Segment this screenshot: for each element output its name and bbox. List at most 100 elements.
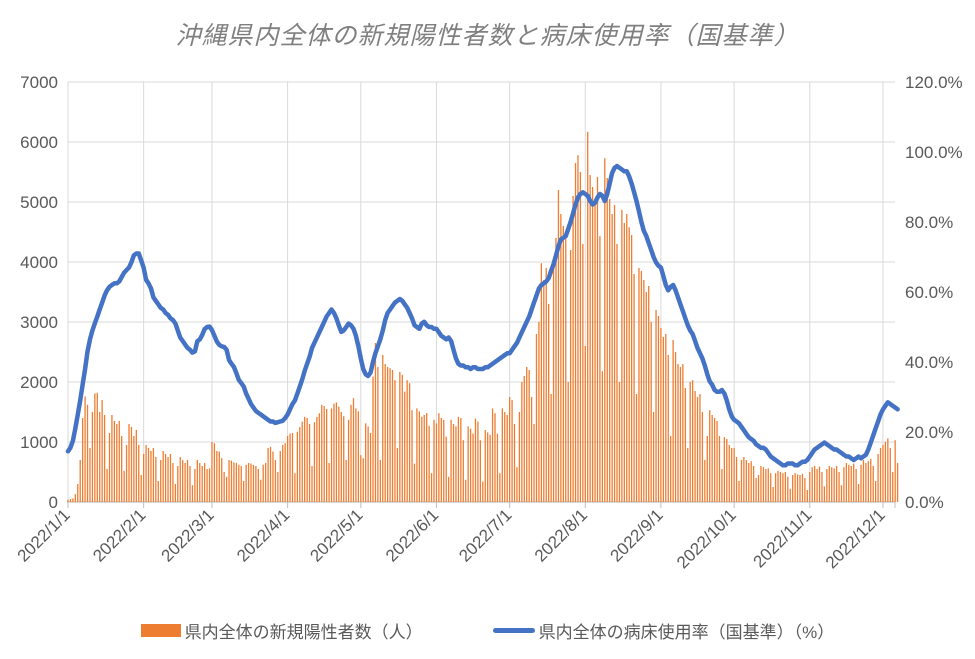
bar [530, 397, 533, 502]
bar [335, 402, 338, 502]
bar [543, 280, 545, 502]
bar [835, 466, 838, 502]
bar [379, 460, 381, 502]
bar [840, 485, 843, 502]
bar [752, 466, 755, 502]
bar [218, 451, 220, 502]
bar [372, 376, 374, 502]
bar [577, 155, 579, 502]
bar [455, 426, 457, 502]
bar [609, 199, 611, 502]
bar [279, 451, 281, 502]
bar [694, 391, 696, 502]
bar [757, 475, 760, 502]
bar [391, 370, 394, 502]
bar [779, 472, 782, 502]
bar [452, 424, 455, 502]
bar [496, 433, 499, 502]
bar [189, 466, 191, 502]
bar [833, 468, 835, 502]
bar [206, 469, 208, 502]
x-tick-label: 2022/7/1 [455, 505, 515, 565]
x-tick-label: 2022/3/1 [158, 505, 218, 565]
bar [121, 436, 123, 502]
bar [594, 202, 596, 502]
bar [89, 448, 91, 502]
bar [728, 445, 730, 502]
bar [652, 412, 655, 502]
bar [626, 214, 628, 502]
bar [855, 469, 857, 502]
bar [99, 412, 101, 502]
y-tick-label-right: 60.0% [905, 283, 953, 302]
bar [404, 391, 406, 502]
bar [84, 396, 86, 502]
bar [72, 498, 74, 502]
bar [174, 484, 177, 502]
bar [552, 262, 555, 502]
bar [172, 463, 174, 502]
bar-series-new-cases [67, 131, 899, 503]
bar [340, 412, 342, 502]
bar [635, 394, 638, 502]
bar [377, 367, 379, 502]
bar [160, 460, 162, 502]
bar [194, 469, 196, 502]
bar [91, 412, 94, 502]
bar [518, 412, 521, 502]
bar [838, 472, 840, 502]
bar [521, 382, 523, 502]
bar [116, 424, 118, 502]
bar [882, 445, 884, 502]
bar [179, 457, 181, 502]
rate-line [65, 163, 900, 468]
bar [611, 214, 613, 502]
bar [582, 244, 584, 502]
bar [584, 346, 586, 502]
line-swatch-icon [492, 628, 535, 633]
bar [257, 469, 259, 502]
bar [526, 367, 528, 502]
bar [711, 415, 713, 502]
bar [394, 380, 396, 502]
bar [550, 394, 552, 502]
bar [382, 355, 384, 502]
bar [738, 481, 740, 502]
bar [296, 431, 299, 502]
bar [304, 416, 306, 502]
bar [684, 388, 686, 502]
bar [774, 473, 777, 502]
bar [138, 445, 140, 502]
bar [804, 478, 806, 502]
bar [245, 464, 247, 502]
bar [894, 440, 896, 502]
bar [696, 397, 699, 502]
bar [726, 439, 728, 502]
bar [655, 310, 657, 502]
bar [323, 406, 325, 502]
chart-title: 沖縄県内全体の新規陽性者数と病床使用率（国基準） [175, 22, 800, 50]
bar [587, 131, 589, 503]
bar [489, 434, 491, 502]
bar [523, 376, 525, 502]
bar [423, 415, 425, 502]
bar [682, 364, 684, 502]
bar [477, 421, 479, 502]
bar [662, 337, 665, 502]
bar [733, 448, 735, 502]
y-tick-label-right: 0.0% [905, 493, 944, 512]
bar [325, 409, 328, 502]
legend-item-new-cases[interactable]: 県内全体の新規陽性者数（人） [140, 618, 423, 643]
bar [169, 454, 172, 502]
bar [243, 481, 245, 502]
bar [374, 343, 377, 502]
bar [457, 416, 460, 502]
bar [870, 458, 872, 502]
bar [147, 448, 150, 502]
bar [445, 436, 447, 502]
y-axis-right-labels: 0.0% 20.0% 40.0% 60.0% 80.0% 100.0% 120.0% [905, 73, 963, 512]
bar [796, 474, 799, 502]
bar [274, 460, 277, 502]
bar [755, 478, 757, 502]
legend-item-bed-usage-rate[interactable]: 県内全体の病床使用率（国基準）（%） [492, 618, 834, 643]
